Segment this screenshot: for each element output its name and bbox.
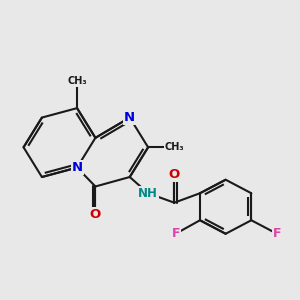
Text: F: F — [171, 227, 180, 240]
Text: CH₃: CH₃ — [164, 142, 184, 152]
Text: NH: NH — [138, 187, 158, 200]
Text: CH₃: CH₃ — [67, 76, 87, 86]
Text: N: N — [124, 111, 135, 124]
Text: F: F — [273, 227, 281, 240]
Text: O: O — [169, 168, 180, 181]
Text: N: N — [71, 161, 82, 174]
Text: O: O — [90, 208, 101, 221]
